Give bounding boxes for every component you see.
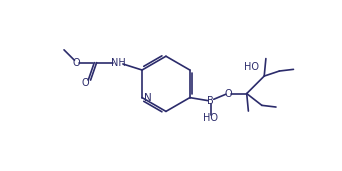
- Text: NH: NH: [111, 58, 126, 68]
- Text: O: O: [73, 58, 81, 68]
- Text: HO: HO: [244, 62, 259, 72]
- Text: HO: HO: [203, 113, 218, 123]
- Text: O: O: [81, 78, 89, 88]
- Text: O: O: [224, 89, 232, 98]
- Text: B: B: [207, 96, 214, 106]
- Text: N: N: [144, 93, 152, 103]
